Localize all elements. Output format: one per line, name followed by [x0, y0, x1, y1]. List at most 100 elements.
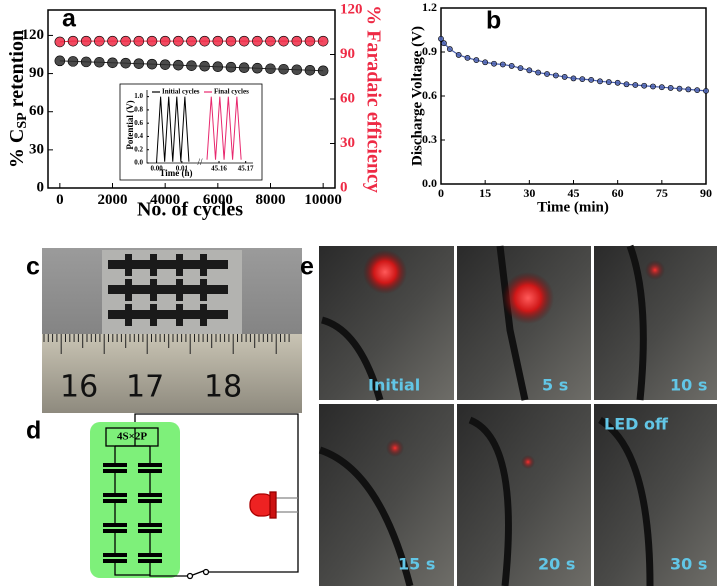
x-tick-label: 75 — [656, 186, 668, 200]
capacitors — [103, 463, 162, 563]
data-point — [482, 59, 489, 66]
x-tick-label: 15 — [479, 186, 491, 200]
wires — [318, 244, 654, 586]
ruler-label: 18 — [204, 370, 242, 405]
y2-axis-label: % Faradaic efficiency — [362, 5, 384, 193]
x-tick-label: 45.17 — [238, 165, 254, 173]
data-point — [173, 35, 184, 47]
x-tick-label: 0 — [56, 192, 64, 208]
data-point — [173, 59, 184, 71]
x-axis-label: Time (min) — [537, 199, 609, 215]
data-point — [107, 57, 118, 69]
electrodes — [108, 254, 228, 326]
data-point — [94, 35, 105, 47]
data-point — [212, 35, 224, 47]
x-tick-label: 8000 — [255, 192, 285, 208]
y-tick-label: 0.0 — [134, 159, 143, 167]
data-point — [80, 56, 92, 68]
data-point — [623, 81, 630, 88]
data-point — [133, 35, 145, 47]
x-tick-label: 45 — [568, 186, 580, 200]
data-point — [199, 35, 210, 47]
y-tick-label: 0.4 — [134, 132, 143, 140]
data-point — [703, 87, 709, 94]
data-point — [238, 62, 250, 74]
data-point — [186, 35, 197, 47]
x-tick-label: 0.01 — [176, 165, 189, 173]
data-point — [199, 60, 210, 72]
y-label-part: % C — [6, 129, 28, 168]
data-point — [473, 57, 480, 63]
axis-break: // — [197, 157, 203, 167]
y-tick-label: 0 — [37, 179, 45, 195]
data-point — [676, 85, 683, 92]
data-point — [238, 35, 250, 47]
ruler-ticks — [43, 334, 290, 354]
data-point — [133, 58, 145, 69]
data-point — [146, 58, 158, 70]
data-point — [614, 79, 621, 86]
plot-frame — [440, 7, 707, 185]
y-tick-label: 60 — [29, 103, 44, 119]
data-point — [120, 57, 131, 69]
data-point — [641, 82, 648, 89]
switch-node — [186, 572, 194, 580]
photo-caption: 15 s — [398, 555, 435, 574]
inset-frame — [119, 83, 263, 181]
legend-label: Initial cycles — [162, 88, 200, 96]
data-point — [120, 35, 131, 47]
led-glow — [502, 272, 554, 324]
x-tick-label: 4000 — [150, 192, 180, 208]
photo — [319, 404, 454, 586]
y-tick-label: 0.0 — [422, 176, 437, 190]
legend-label: Final cycles — [214, 88, 249, 96]
y-tick-label: 0.9 — [422, 44, 437, 58]
x-tick-label: 90 — [700, 186, 712, 200]
led-glow — [386, 439, 404, 457]
circuit — [114, 428, 151, 576]
x-tick-label: 2000 — [98, 192, 128, 208]
data-point — [225, 61, 237, 73]
data-point — [291, 64, 303, 76]
data-point — [544, 71, 550, 77]
photo-note: LED off — [604, 415, 669, 434]
data-point — [67, 35, 79, 47]
data-point — [67, 56, 79, 67]
y-tick-label: 0.2 — [134, 145, 143, 153]
data-point — [694, 87, 701, 94]
device-box — [90, 422, 180, 578]
y-tick-label: 30 — [29, 141, 44, 157]
y-tick-label: 120 — [22, 27, 45, 43]
inset-x-label: Time (h) — [159, 168, 192, 178]
x-tick-label: 6000 — [203, 192, 233, 208]
data-point — [455, 52, 462, 58]
x-axis-label: No. of cycles — [137, 199, 243, 221]
data-point — [441, 40, 447, 47]
data-point — [446, 46, 453, 52]
data-point — [317, 35, 329, 47]
photo-caption: 10 s — [670, 376, 707, 395]
y-tick-label: 0.6 — [422, 88, 437, 102]
photo — [457, 404, 591, 586]
y2-tick-label: 30 — [340, 135, 355, 151]
y-axis-label: % CSP retention — [6, 30, 31, 168]
data-point — [552, 72, 559, 79]
data-point — [291, 35, 303, 47]
data-point — [491, 60, 497, 67]
data-point — [588, 76, 595, 83]
panel-label: d — [26, 417, 41, 445]
y2-tick-label: 0 — [340, 179, 348, 195]
x-tick-label: 10000 — [304, 192, 342, 208]
y-tick-label: 0.3 — [422, 132, 437, 146]
data-point — [212, 61, 224, 73]
series-line — [440, 38, 707, 92]
data-point — [265, 35, 276, 47]
ruler-label: 16 — [60, 370, 98, 405]
data-point — [667, 85, 674, 91]
data-point — [159, 59, 171, 70]
photos-e: Initial 5 s 10 s 15 s 20 s 30 s LED off — [318, 244, 717, 586]
led-glow — [363, 250, 407, 294]
data-point — [685, 86, 692, 93]
data-point — [265, 63, 276, 75]
